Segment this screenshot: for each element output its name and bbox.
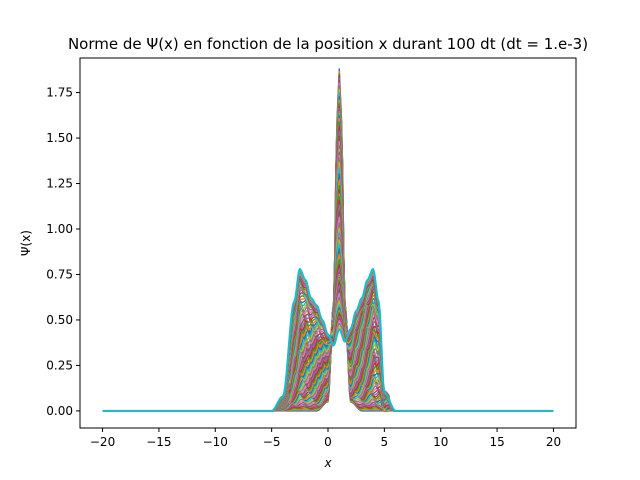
y-tick-label: 1.50 [46, 131, 73, 145]
x-tick-label: 15 [489, 435, 504, 449]
x-tick-label: 10 [433, 435, 448, 449]
x-tick-label: −5 [263, 435, 281, 449]
x-axis-label: x [323, 456, 332, 470]
x-tick-label: −15 [146, 435, 171, 449]
y-axis-ticks: 0.00 0.25 0.50 0.75 1.00 1.25 1.50 1.75 [46, 86, 80, 418]
x-tick-label: −10 [203, 435, 228, 449]
series-group [102, 68, 554, 412]
y-tick-label: 1.00 [46, 222, 73, 236]
y-tick-label: 0.25 [46, 358, 73, 372]
x-tick-label: −20 [90, 435, 115, 449]
y-tick-label: 0.75 [46, 267, 73, 281]
y-tick-label: 1.75 [46, 86, 73, 100]
x-tick-label: 5 [381, 435, 389, 449]
y-tick-label: 1.25 [46, 177, 73, 191]
chart-title: Norme de Ψ(x) en fonction de la position… [68, 35, 588, 53]
series-line [102, 268, 554, 412]
x-tick-label: 20 [546, 435, 561, 449]
y-tick-label: 0.50 [46, 313, 73, 327]
y-axis-label: Ψ(x) [19, 230, 33, 256]
x-axis-ticks: −20 −15 −10 −5 0 5 10 15 20 [90, 428, 561, 449]
x-tick-label: 0 [324, 435, 332, 449]
y-tick-label: 0.00 [46, 404, 73, 418]
plot-area [102, 68, 554, 412]
